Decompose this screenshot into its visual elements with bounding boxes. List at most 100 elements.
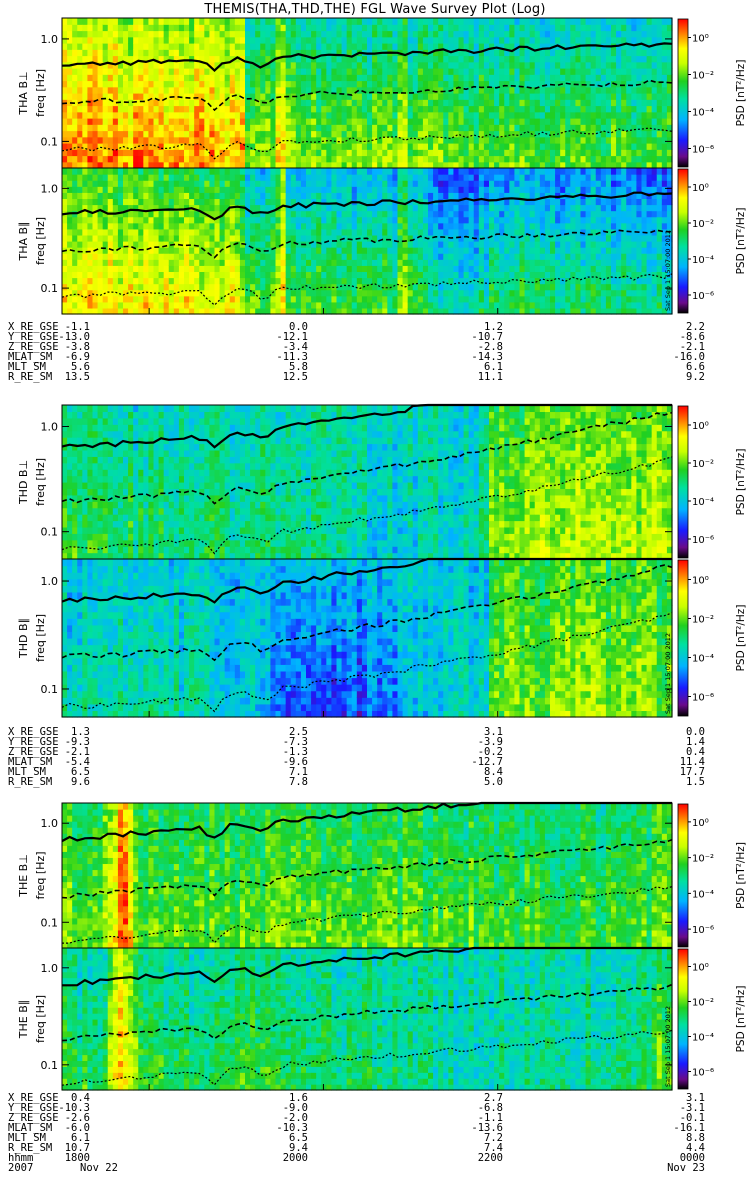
spectrogram-cell [428,155,434,163]
spectrogram-cell [234,136,241,144]
spectrogram-cell [117,259,124,266]
spectrogram-cell [458,68,465,75]
spectrogram-cell [128,210,134,218]
spectrogram-cell [605,99,612,107]
spectrogram-cell [489,68,495,75]
spectrogram-cell [97,74,104,82]
spectrogram-cell [316,277,322,285]
spectrogram-cell [382,124,388,132]
spectrogram-cell [422,186,429,193]
spectrogram-cell [372,259,378,266]
spectrogram-cell [580,111,587,119]
spectrogram-cell [265,55,272,63]
spectrogram-cell [341,36,348,44]
spectrogram-cell [112,55,119,63]
spectrogram-cell [392,289,399,297]
spectrogram-cell [626,55,632,63]
spectrogram-cell [458,130,465,138]
spectrogram-cell [265,24,272,32]
spectrogram-cell [219,241,226,248]
spectrogram-cell [417,192,424,200]
spectrogram-cell [209,186,216,193]
spectrogram-cell [143,198,150,206]
spectrogram-cell [468,247,475,254]
spectrogram-cell [397,216,404,224]
spectrogram-cell [153,247,160,254]
spectrogram-cell [351,86,358,94]
spectrogram-cell [367,80,373,88]
spectrogram-cell [407,192,414,200]
spectrogram-cell [341,295,348,303]
spectrogram-cell [417,18,424,25]
spectrogram-cell [219,216,226,224]
spectrogram-cell [483,149,490,157]
spectrogram-cell [478,186,485,193]
spectrogram-cell [128,247,134,254]
spectrogram-cell [361,186,368,193]
spectrogram-cell [326,18,333,25]
spectrogram-cell [468,130,475,138]
spectrogram-cell [463,136,470,144]
spectrogram-cell [605,61,612,69]
spectrogram-cell [214,259,221,266]
spectrogram-cell [453,111,460,119]
spectrogram-cell [331,99,338,107]
spectrogram-cell [433,143,439,150]
spectrogram-cell [361,93,368,100]
spectrogram-cell [189,24,195,32]
spectrogram-cell [443,289,449,297]
spectrogram-cell [468,198,475,206]
spectrogram-cell [433,241,439,248]
spectrogram-cell [194,55,200,63]
spectrogram-cell [524,55,531,63]
spectrogram-cell [417,149,424,157]
spectrogram-cell [239,283,246,291]
spectrogram-cell [428,295,434,303]
spectrogram-cell [605,143,612,150]
spectrogram-cell [356,30,363,38]
spectrogram-cell [72,222,78,230]
spectrogram-cell [489,271,495,279]
spectrogram-cell [239,149,246,157]
spectrogram-cell [483,61,490,69]
spectrogram-cell [316,161,322,169]
spectrogram-cell [184,99,190,107]
spectrogram-cell [499,241,505,248]
spectrogram-cell [458,186,465,193]
spectrogram-cell [123,155,129,163]
spectrogram-cell [473,247,480,254]
spectrogram-cell [448,111,455,119]
spectrogram-cell [595,18,602,25]
spectrogram-cell [275,86,282,94]
spectrogram-cell [402,222,409,230]
spectrogram-cell [412,247,419,254]
spectrogram-cell [616,149,622,157]
spectrogram-cell [483,74,490,82]
spectrogram-cell [407,61,414,69]
spectrogram-cell [260,307,266,315]
spectrogram-cell [280,241,287,248]
spectrogram-cell [555,68,561,75]
spectrogram-cell [219,55,226,63]
spectrogram-cell [77,49,83,57]
spectrogram-cell [473,18,480,25]
spectrogram-cell [255,30,261,38]
spectrogram-cell [407,93,414,100]
spectrogram-cell [499,222,505,230]
spectrogram-cell [306,222,312,230]
spectrogram-cell [387,241,394,248]
spectrogram-cell [199,155,205,163]
spectrogram-cell [117,118,124,125]
spectrogram-cell [346,155,353,163]
spectrogram-cell [82,271,89,279]
spectrogram-cell [433,130,439,138]
spectrogram-cell [412,241,419,248]
spectrogram-cell [290,118,297,125]
spectrogram-cell [143,36,150,44]
spectrogram-cell [285,55,292,63]
spectrogram-cell [361,307,368,315]
spectrogram-cell [245,18,251,25]
spectrogram-cell [250,192,256,200]
spectrogram-cell [285,259,292,266]
spectrogram-cell [387,247,394,254]
